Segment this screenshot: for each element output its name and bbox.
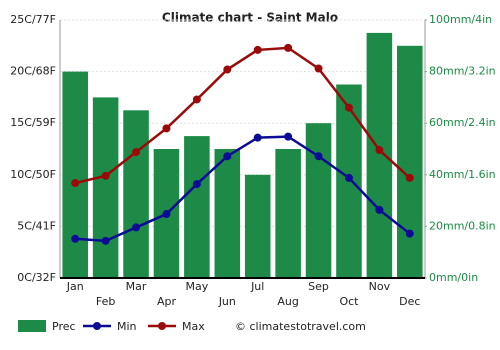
bar <box>275 149 301 278</box>
x-tick-label: May <box>186 280 209 293</box>
point <box>162 124 171 133</box>
bar <box>366 32 393 279</box>
point <box>101 171 110 180</box>
point <box>405 173 414 182</box>
bar <box>123 110 149 278</box>
point <box>253 133 262 142</box>
bar <box>305 123 332 278</box>
x-tick-label: Apr <box>157 295 177 308</box>
x-tick-label: Sep <box>308 280 329 293</box>
source: © climatestotravel.com <box>235 320 366 333</box>
x-tick-label: Nov <box>369 280 391 293</box>
point <box>253 45 262 54</box>
point <box>71 234 80 243</box>
legend-swatch <box>18 320 46 332</box>
point <box>314 152 323 161</box>
y-tick-label: 20C/68F <box>10 65 56 78</box>
y2-tick-label: 60mm/2.4in <box>429 116 496 129</box>
point <box>192 180 201 189</box>
y2-tick-label: 40mm/1.6in <box>429 168 496 181</box>
bar <box>214 149 241 278</box>
bar <box>244 174 271 278</box>
legend-label: Prec <box>52 320 76 333</box>
point <box>132 148 141 157</box>
x-tick-label: Feb <box>96 295 115 308</box>
y-tick-label: 15C/59F <box>10 116 56 129</box>
legend-swatch <box>93 322 101 330</box>
y2-tick-label: 20mm/0.8in <box>429 219 496 232</box>
y-tick-label: 10C/50F <box>10 168 56 181</box>
point <box>223 152 232 161</box>
x-tick-label: Jan <box>66 280 84 293</box>
point <box>375 146 384 155</box>
point <box>405 229 414 238</box>
point <box>192 95 201 104</box>
x-tick-label: Aug <box>277 295 298 308</box>
line <box>74 46 411 185</box>
x-tick-label: Jun <box>218 295 236 308</box>
point <box>314 64 323 73</box>
x-tick-label: Jul <box>250 280 264 293</box>
point <box>223 65 232 74</box>
legend-label: Min <box>117 320 137 333</box>
point <box>284 43 293 52</box>
point <box>375 205 384 214</box>
bar <box>62 71 88 278</box>
x-tick-label: Mar <box>126 280 147 293</box>
point <box>344 103 353 112</box>
chart-title: Climate chart - Saint Malo <box>162 11 338 25</box>
legend-label: Max <box>182 320 205 333</box>
y2-tick-label: 80mm/3.2in <box>429 65 496 78</box>
point <box>71 179 80 188</box>
legend-swatch <box>158 322 166 330</box>
bar <box>92 97 119 279</box>
y-tick-label: 25C/77F <box>10 13 56 26</box>
point <box>132 223 141 232</box>
point <box>101 236 110 245</box>
y2-tick-label: 100mm/4in <box>429 13 492 26</box>
x-tick-label: Dec <box>399 295 420 308</box>
y2-tick-label: 0mm/0in <box>429 271 478 284</box>
bar <box>184 136 210 278</box>
y-tick-label: 0C/32F <box>17 271 56 284</box>
line <box>75 135 411 243</box>
point <box>162 210 171 219</box>
point <box>284 132 293 141</box>
x-tick-label: Oct <box>339 295 359 308</box>
point <box>344 173 353 182</box>
bar <box>397 45 423 278</box>
y-tick-label: 5C/41F <box>17 219 56 232</box>
